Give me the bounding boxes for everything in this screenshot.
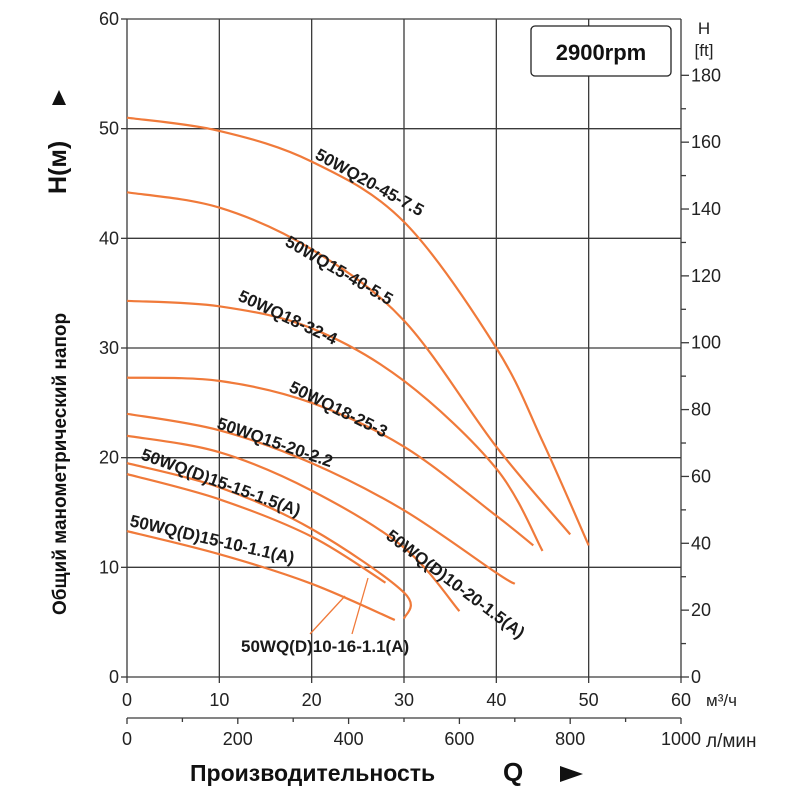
y-axis-symbol: H(м) [44, 141, 72, 194]
curve-label: 50WQ20-45-7.5 [312, 145, 427, 220]
y-axis-title-text: Общий манометрический напор [50, 313, 71, 615]
y-tick-label: 10 [99, 557, 119, 577]
ft-tick-label: 20 [691, 600, 711, 620]
y-tick-label: 40 [99, 228, 119, 248]
y-tick-label: 60 [99, 9, 119, 29]
y-tick-label: 50 [99, 119, 119, 139]
y-tick-label: 20 [99, 448, 119, 468]
rpm-label: 2900rpm [556, 40, 647, 65]
x-tick-label-m3h: 10 [209, 690, 229, 710]
y-tick-label: 30 [99, 338, 119, 358]
ft-tick-label: 0 [691, 667, 701, 687]
curve-label: 50WQ18-25-3 [286, 378, 390, 442]
ft-tick-label: 60 [691, 466, 711, 486]
x-tick-label-m3h: 20 [302, 690, 322, 710]
curve-label: 50WQ15-40-5.5 [282, 232, 396, 309]
curve-label: 50WQ(D)10-16-1.1(A) [241, 637, 409, 656]
curve-50WQ(D)15-10-1.1(A) [126, 530, 396, 622]
x-unit-lmin: л/мин [706, 731, 757, 752]
curve-50WQ(D)15-15-1.5(A) [126, 462, 412, 620]
curve-50WQ15-40-5.5 [126, 191, 572, 536]
x-tick-label-lmin: 400 [334, 729, 364, 749]
right-axis-unit-h: H [698, 19, 710, 38]
y-axis-title: Общий манометрический напор H(м) [44, 90, 72, 615]
ft-tick-label: 100 [691, 333, 721, 353]
x-axis-title: Производительность Q [190, 757, 583, 787]
right-axis-unit-ft: [ft] [695, 41, 714, 60]
ft-tick-label: 180 [691, 65, 721, 85]
leader-line [351, 577, 369, 635]
curve-50WQ18-32-4 [126, 299, 544, 552]
curve-label: 50WQ15-20-2.2 [215, 414, 336, 471]
x-axis-symbol: Q [503, 757, 523, 787]
curve-50WQ15-20-2.2 [126, 412, 516, 585]
x-tick-label-m3h: 50 [579, 690, 599, 710]
curve-label: 50WQ18-32-4 [235, 286, 340, 349]
x-tick-label-lmin: 200 [223, 729, 253, 749]
ft-tick-label: 80 [691, 400, 711, 420]
x-unit-m3h: м³/ч [706, 691, 737, 710]
rpm-box: 2900rpm [530, 25, 672, 77]
curve-50WQ20-45-7.5 [126, 116, 590, 546]
y-tick-label: 0 [109, 667, 119, 687]
ft-tick-label: 160 [691, 132, 721, 152]
curve-50WQ(D)10-20-1.5(A) [126, 434, 461, 612]
x-axis-arrow-icon [560, 766, 583, 782]
ft-tick-label: 40 [691, 533, 711, 553]
x-tick-label-lmin: 800 [555, 729, 585, 749]
curve-50WQ18-25-3 [126, 376, 534, 547]
curve-50WQ(D)10-16-1.1(A) [126, 473, 387, 584]
grid [121, 18, 689, 724]
x-axis-title-text: Производительность [190, 760, 435, 786]
x-tick-label-m3h: 30 [394, 690, 414, 710]
x-tick-label-lmin: 600 [444, 729, 474, 749]
x-tick-label-lmin: 1000 [661, 729, 701, 749]
ft-tick-label: 140 [691, 199, 721, 219]
leader-line [309, 595, 346, 635]
x-tick-label-m3h: 40 [486, 690, 506, 710]
ft-tick-label: 120 [691, 266, 721, 286]
curve-label: 50WQ(D)15-10-1.1(A) [128, 511, 296, 567]
y-axis-arrow-icon [52, 90, 66, 105]
x-tick-label-m3h: 60 [671, 690, 691, 710]
x-tick-label-lmin: 0 [122, 729, 132, 749]
x-tick-label-m3h: 0 [122, 690, 132, 710]
